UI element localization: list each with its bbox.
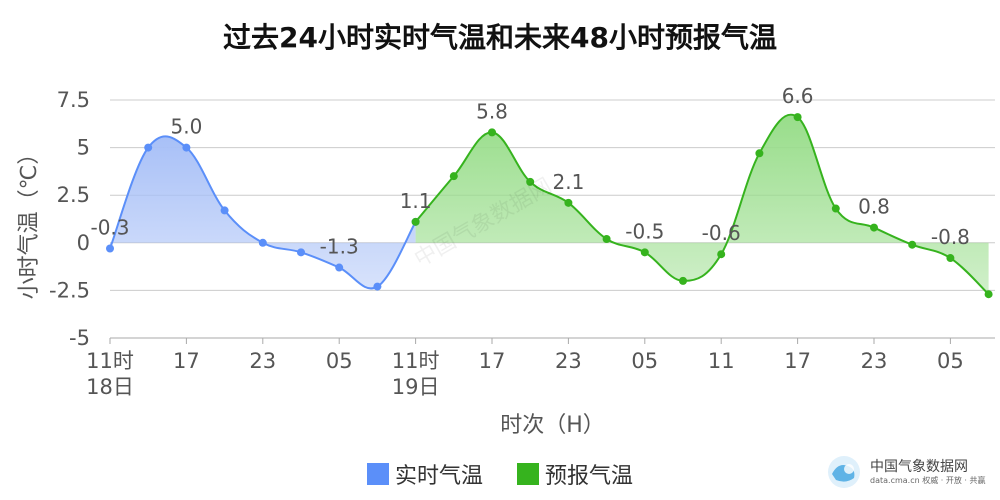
data-point[interactable] bbox=[679, 276, 687, 285]
data-point[interactable] bbox=[755, 149, 764, 158]
series-line-1 bbox=[414, 113, 990, 295]
data-label: 6.6 bbox=[782, 84, 814, 108]
legend-item-observed[interactable]: 实时气温 bbox=[366, 458, 483, 490]
x-tick-label: 17 bbox=[479, 349, 506, 373]
data-point[interactable] bbox=[526, 177, 535, 186]
data-point[interactable] bbox=[831, 204, 840, 213]
data-point[interactable] bbox=[144, 143, 153, 152]
logo-subtitle: data.cma.cn 权威 · 开放 · 共赢 bbox=[870, 476, 986, 485]
y-tick-label: -2.5 bbox=[49, 278, 90, 302]
x-tick-label: 11 bbox=[708, 349, 735, 373]
cma-logo-icon bbox=[828, 456, 860, 488]
data-point[interactable] bbox=[220, 206, 229, 215]
x-tick-label: 17 bbox=[784, 349, 811, 373]
y-axis-label: 小时气温（℃） bbox=[17, 143, 42, 300]
data-point[interactable] bbox=[793, 113, 802, 122]
chart-title: 过去24小时实时气温和未来48小时预报气温 bbox=[223, 21, 777, 54]
x-tick-label: 05 bbox=[937, 349, 964, 373]
data-label: -0.8 bbox=[931, 225, 970, 249]
legend-item-forecast[interactable]: 预报气温 bbox=[517, 458, 633, 490]
x-tick-label: 05 bbox=[326, 349, 353, 373]
data-point[interactable] bbox=[946, 254, 955, 263]
data-point[interactable] bbox=[908, 240, 917, 249]
data-label: -0.3 bbox=[90, 216, 129, 240]
chart-legend: 实时气温 预报气温 bbox=[0, 458, 1000, 490]
data-point[interactable] bbox=[258, 238, 267, 247]
cma-logo: 中国气象数据网 data.cma.cn 权威 · 开放 · 共赢 bbox=[822, 452, 992, 492]
data-label: -0.5 bbox=[625, 219, 664, 243]
data-point[interactable] bbox=[984, 290, 993, 299]
y-tick-label: -5 bbox=[69, 326, 90, 350]
series-area-1 bbox=[415, 114, 989, 295]
data-label: 1.1 bbox=[400, 189, 432, 213]
data-label: 5.0 bbox=[170, 115, 202, 139]
x-tick-label: 23 bbox=[249, 349, 276, 373]
legend-swatch-forecast bbox=[517, 463, 539, 485]
data-point[interactable] bbox=[449, 172, 458, 181]
data-label: 0.8 bbox=[858, 195, 890, 219]
y-tick-label: 2.5 bbox=[57, 183, 90, 207]
series-area-0 bbox=[110, 136, 416, 289]
data-label: -0.6 bbox=[702, 221, 741, 245]
logo-name: 中国气象数据网 bbox=[870, 459, 968, 475]
data-point[interactable] bbox=[640, 248, 649, 257]
x-tick-sublabel: 19日 bbox=[392, 375, 440, 399]
data-point[interactable] bbox=[564, 198, 573, 207]
x-tick-label: 05 bbox=[631, 349, 658, 373]
y-tick-label: 0 bbox=[77, 231, 90, 255]
legend-label-observed: 实时气温 bbox=[394, 464, 483, 489]
x-tick-sublabel: 18日 bbox=[86, 375, 134, 399]
legend-label-forecast: 预报气温 bbox=[545, 464, 634, 489]
data-point[interactable] bbox=[373, 282, 382, 291]
data-label: 2.1 bbox=[552, 170, 584, 194]
y-tick-label: 7.5 bbox=[57, 88, 90, 112]
x-axis-label: 时次（H） bbox=[500, 413, 605, 438]
data-point[interactable] bbox=[717, 250, 726, 259]
x-tick-label: 11时 bbox=[392, 349, 440, 373]
data-point[interactable] bbox=[182, 143, 191, 152]
data-point[interactable] bbox=[602, 234, 611, 243]
data-point[interactable] bbox=[411, 217, 420, 226]
y-tick-label: 5 bbox=[77, 136, 90, 160]
data-point[interactable] bbox=[297, 248, 305, 257]
data-point[interactable] bbox=[106, 244, 114, 253]
data-point[interactable] bbox=[335, 263, 344, 272]
data-label: -1.3 bbox=[320, 235, 359, 259]
data-point[interactable] bbox=[870, 223, 878, 232]
x-tick-label: 11时 bbox=[86, 349, 134, 373]
legend-swatch-observed bbox=[366, 463, 389, 485]
data-point[interactable] bbox=[488, 128, 496, 137]
x-tick-label: 23 bbox=[861, 349, 888, 373]
x-tick-label: 17 bbox=[173, 349, 200, 373]
x-tick-label: 23 bbox=[555, 349, 582, 373]
data-label: 5.8 bbox=[476, 99, 508, 123]
